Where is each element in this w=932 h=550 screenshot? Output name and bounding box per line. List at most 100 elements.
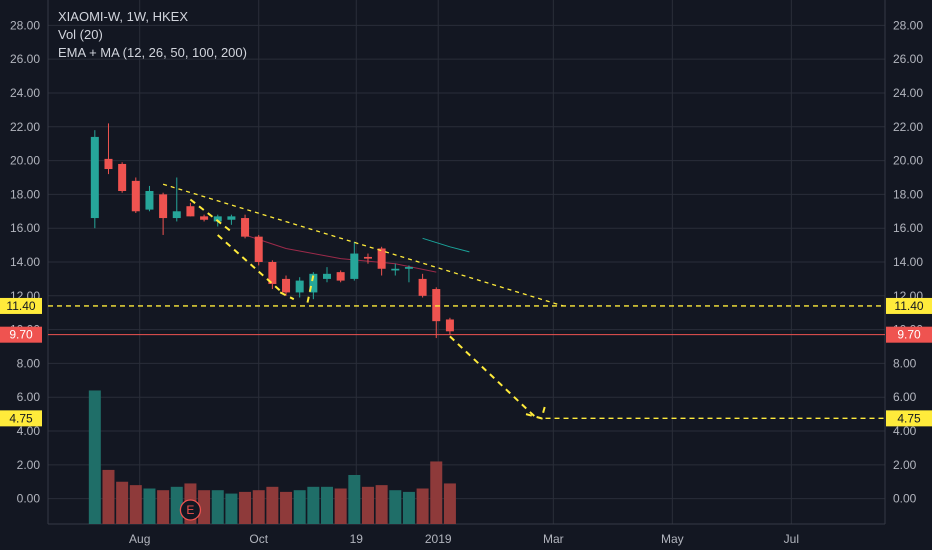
chart-legend[interactable]: XIAOMI-W, 1W, HKEX Vol (20) EMA + MA (12… [58,8,247,62]
volume-bar [252,490,265,524]
volume-bar [143,488,156,524]
volume-bar [307,486,320,524]
candle-body[interactable] [186,206,195,217]
candle-body[interactable] [404,267,413,269]
volume-bar [157,490,170,524]
candle-body[interactable] [254,236,263,262]
volume-bar [293,490,306,524]
projection-line[interactable] [449,335,537,419]
swing-line-1[interactable] [189,198,233,233]
left-tick-label: 18.00 [10,187,40,201]
candle-body[interactable] [172,211,181,219]
volume-bar [116,481,129,524]
left-tick-label: 24.00 [10,86,40,100]
candle-body[interactable] [418,278,427,296]
volume-bar [129,485,142,524]
volume-bar [170,486,183,524]
right-price-tag [886,297,932,314]
volume-bar [211,490,224,524]
right-tick-label: 22.00 [893,120,923,134]
volume-bar [88,390,101,524]
legend-volume[interactable]: Vol (20) [58,27,103,42]
right-tick-label: 4.00 [893,424,917,438]
left-tick-label: 0.00 [17,492,41,506]
horizontal-lines[interactable] [48,305,885,420]
volume-bar [375,485,388,524]
left-price-tag [0,410,42,427]
left-price-tag-label: 9.70 [9,328,33,342]
left-price-tag-label: 11.40 [6,299,35,313]
candle-body[interactable] [309,273,318,293]
left-tick-label: 22.00 [10,120,40,134]
right-tick-label: 24.00 [893,86,923,100]
projection-hook[interactable] [525,403,547,420]
right-tick-label: 28.00 [893,18,923,32]
candle-body[interactable] [282,278,291,293]
time-tick-label: Jul [784,532,799,546]
candle-body[interactable] [350,253,359,279]
earnings-label: E [186,503,194,517]
candle-body[interactable] [268,262,277,284]
swing-line-4[interactable] [306,275,315,303]
right-price-tag-label: 11.40 [894,299,923,313]
volume-bar [266,486,279,524]
swing-line-3[interactable] [279,291,295,301]
candle-body[interactable] [241,218,250,237]
left-price-tag [0,297,42,314]
left-price-tag [0,326,42,343]
right-tick-label: 0.00 [893,492,917,506]
right-price-tag-label: 4.75 [897,411,921,425]
volume-bar [402,491,415,524]
candle-body[interactable] [145,191,154,210]
left-tick-label: 4.00 [17,424,41,438]
right-tick-label: 14.00 [893,255,923,269]
legend-title[interactable]: XIAOMI-W, 1W, HKEX [58,9,189,24]
volume-bar [321,486,333,524]
left-tick-label: 2.00 [17,458,41,472]
candle-body[interactable] [363,256,372,259]
trend-drawings[interactable] [162,183,564,420]
left-tick-label: 6.00 [17,390,41,404]
candle-body[interactable] [159,194,168,219]
volume-bar [443,483,456,524]
candlesticks[interactable] [90,123,454,339]
candle-body[interactable] [323,273,331,279]
volume-bar [348,474,361,524]
candle-body[interactable] [90,136,99,219]
right-price-tag [886,410,932,427]
candle-body[interactable] [295,280,304,293]
left-tick-label: 14.00 [10,255,40,269]
ema-line [422,237,470,253]
candle-body[interactable] [131,180,140,212]
legend-indicator[interactable]: EMA + MA (12, 26, 50, 100, 200) [58,45,247,60]
candle-body[interactable] [336,272,345,281]
volume-bar [102,469,115,524]
candle-body[interactable] [432,289,441,322]
candle-body[interactable] [377,248,386,269]
swing-line-2[interactable] [217,234,281,292]
time-tick-label: 2019 [425,532,452,546]
candle-body[interactable] [200,216,209,220]
earnings-marker-group[interactable]: E [179,499,202,521]
candle-body[interactable] [213,216,222,222]
volume-bar [239,491,252,524]
time-tick-label: 19 [350,532,364,546]
volume-bar [198,490,211,524]
left-tick-label: 26.00 [10,52,40,66]
resistance-trendline[interactable] [162,183,564,307]
right-tick-label: 6.00 [893,390,917,404]
candle-body[interactable] [391,268,400,271]
volume-bar [225,493,238,524]
candle-body[interactable] [227,216,236,220]
candle-body[interactable] [118,163,127,192]
candle-body[interactable] [104,158,113,170]
right-tick-label: 2.00 [893,458,917,472]
right-tick-label: 16.00 [893,221,923,235]
candle-body[interactable] [445,319,454,332]
price-tags: 11.40 11.40 9.70 9.70 4.75 4.75 [0,297,932,427]
right-price-tag [886,326,932,343]
time-axis[interactable]: Aug Oct 19 2019 Mar May Jul [129,532,799,546]
volume-bar [430,461,443,524]
earnings-marker[interactable] [179,499,202,521]
